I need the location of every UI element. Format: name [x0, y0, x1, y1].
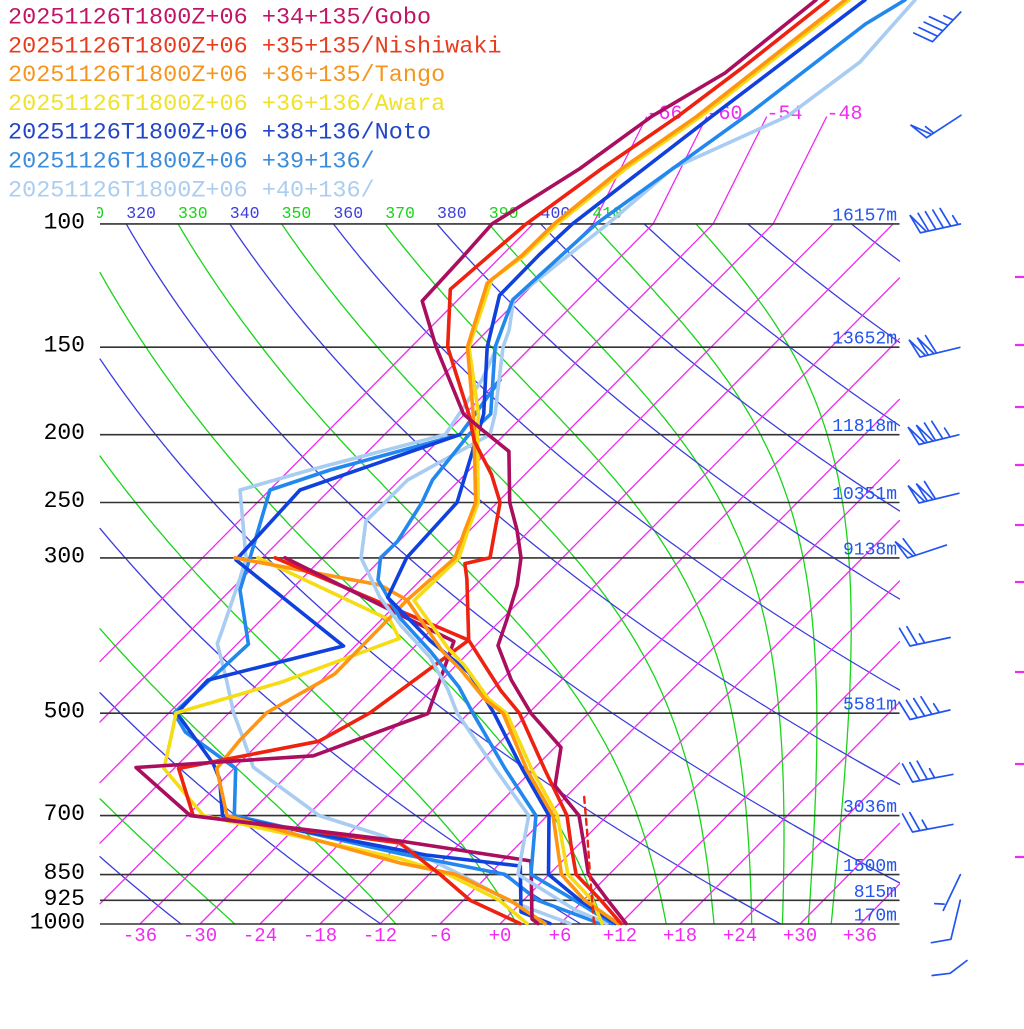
svg-text:500: 500: [44, 699, 85, 725]
svg-text:250: 250: [44, 488, 85, 514]
svg-text:5581m: 5581m: [843, 696, 897, 716]
svg-text:815m: 815m: [854, 883, 897, 903]
svg-text:1500m: 1500m: [843, 857, 897, 877]
svg-text:925: 925: [44, 886, 85, 912]
svg-text:+12: +12: [603, 925, 637, 947]
svg-text:330: 330: [178, 204, 208, 223]
svg-text:350: 350: [282, 204, 312, 223]
svg-text:-18: -18: [303, 925, 337, 947]
svg-text:20251126T1800Z+06 +40+136/: 20251126T1800Z+06 +40+136/: [8, 177, 375, 204]
svg-text:850: 850: [44, 860, 85, 886]
svg-text:170m: 170m: [854, 907, 897, 927]
svg-text:+24: +24: [723, 925, 757, 947]
svg-text:340: 340: [230, 204, 260, 223]
svg-text:20251126T1800Z+06 +39+136/: 20251126T1800Z+06 +39+136/: [8, 149, 375, 176]
svg-text:-60: -60: [707, 103, 743, 126]
svg-text:100: 100: [44, 209, 85, 235]
svg-text:-36: -36: [123, 925, 157, 947]
svg-text:+30: +30: [783, 925, 817, 947]
svg-text:370: 370: [385, 204, 415, 223]
svg-text:-30: -30: [183, 925, 217, 947]
svg-text:20251126T1800Z+06 +36+136/Awar: 20251126T1800Z+06 +36+136/Awara: [8, 91, 445, 118]
svg-text:200: 200: [44, 420, 85, 446]
svg-text:-48: -48: [827, 103, 863, 126]
svg-text:150: 150: [44, 333, 85, 359]
svg-text:300: 300: [44, 543, 85, 569]
svg-text:310: 310: [74, 204, 104, 223]
svg-text:-6: -6: [429, 925, 452, 947]
svg-text:390: 390: [489, 204, 519, 223]
svg-text:+36: +36: [843, 925, 877, 947]
svg-text:16157m: 16157m: [832, 206, 897, 226]
svg-text:380: 380: [437, 204, 467, 223]
svg-text:+6: +6: [549, 925, 572, 947]
svg-text:-12: -12: [363, 925, 397, 947]
svg-text:700: 700: [44, 801, 85, 827]
svg-text:-24: -24: [243, 925, 277, 947]
svg-text:360: 360: [333, 204, 363, 223]
svg-text:20251126T1800Z+06 +36+135/Tang: 20251126T1800Z+06 +36+135/Tango: [8, 62, 445, 89]
svg-text:+18: +18: [663, 925, 697, 947]
svg-text:20251126T1800Z+06 +34+135/Gobo: 20251126T1800Z+06 +34+135/Gobo: [8, 5, 431, 32]
svg-text:20251126T1800Z+06 +38+136/Noto: 20251126T1800Z+06 +38+136/Noto: [8, 120, 431, 147]
svg-text:320: 320: [126, 204, 156, 223]
svg-text:11818m: 11818m: [832, 417, 897, 437]
svg-text:20251126T1800Z+06 +35+135/Nish: 20251126T1800Z+06 +35+135/Nishiwaki: [8, 33, 502, 60]
svg-text:3036m: 3036m: [843, 798, 897, 818]
svg-text:+0: +0: [489, 925, 512, 947]
svg-text:9138m: 9138m: [843, 540, 897, 560]
svg-text:13652m: 13652m: [832, 330, 897, 350]
svg-text:10351m: 10351m: [832, 485, 897, 505]
svg-text:1000: 1000: [30, 910, 85, 936]
